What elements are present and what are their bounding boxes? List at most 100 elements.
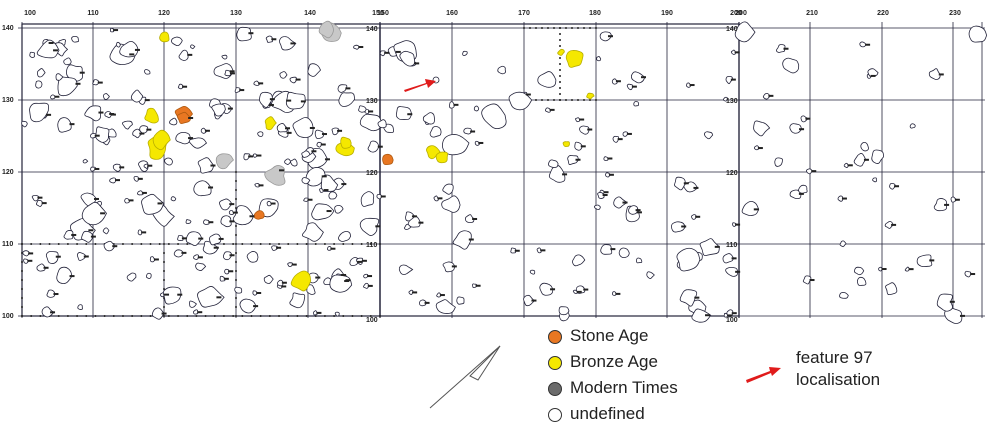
edge-dot xyxy=(559,75,561,77)
feature-number-mark xyxy=(229,203,235,206)
edge-dot xyxy=(163,270,165,272)
edge-dot xyxy=(296,243,299,245)
feature-outline xyxy=(704,131,714,140)
features-layer xyxy=(21,20,988,324)
edge-dot xyxy=(535,27,537,29)
feature-number-mark xyxy=(615,80,621,83)
feature-outline xyxy=(178,49,189,61)
edge-dot xyxy=(163,288,165,290)
feature-outline xyxy=(722,96,729,102)
feature-outline xyxy=(159,31,170,43)
feature-number-mark xyxy=(337,129,343,132)
feature-outline xyxy=(221,54,228,60)
feature-outline xyxy=(674,176,686,191)
feature-number-mark xyxy=(470,130,476,133)
feature-outline xyxy=(200,127,208,134)
feature-outline xyxy=(287,262,293,268)
feature-number-mark xyxy=(368,110,374,113)
feature-outline xyxy=(109,177,117,184)
x-label-190: 190 xyxy=(661,10,673,17)
feature-outline xyxy=(171,36,183,47)
feature-outline xyxy=(762,92,771,100)
feature-outline xyxy=(510,247,517,254)
edge-dot xyxy=(39,315,42,317)
x-label-230: 230 xyxy=(949,10,961,17)
feature-number-mark xyxy=(841,197,847,200)
feature-number-mark xyxy=(472,217,478,220)
feature-outline xyxy=(124,198,130,204)
feature-outline xyxy=(122,120,133,130)
edge-dot xyxy=(523,27,525,29)
feature-outline xyxy=(843,162,849,168)
feature-number-mark xyxy=(622,201,628,204)
y-label-mid2-130: 130 xyxy=(726,98,738,105)
edge-dot xyxy=(21,315,23,317)
feature-number-mark xyxy=(757,147,763,150)
edge-dot xyxy=(323,243,326,245)
feature-number-mark xyxy=(161,312,167,315)
feature-outline xyxy=(29,102,49,123)
feature-number-mark xyxy=(783,47,789,50)
feature-number-mark xyxy=(229,254,235,257)
feature-number-mark xyxy=(79,71,85,74)
feature-outline xyxy=(360,191,375,207)
feature-outline xyxy=(252,153,258,158)
edge-dot xyxy=(94,243,97,245)
edge-dot xyxy=(559,45,561,47)
feature-outline xyxy=(307,63,321,77)
feature-number-mark xyxy=(324,158,330,161)
feature-number-mark xyxy=(239,89,245,92)
feature-outline xyxy=(92,79,100,86)
edge-dot xyxy=(323,315,326,317)
feature-number-mark xyxy=(97,81,103,84)
edge-dot xyxy=(305,315,308,317)
feature-outline xyxy=(376,193,383,200)
edge-dot xyxy=(595,27,597,29)
feature-number-mark xyxy=(730,78,736,81)
feature-outline xyxy=(853,153,867,167)
feature-number-mark xyxy=(894,185,900,188)
edge-dot xyxy=(30,315,33,317)
feature-number-mark xyxy=(575,158,581,161)
feature-outline xyxy=(192,309,199,315)
feature-outline xyxy=(46,289,56,298)
feature-number-mark xyxy=(141,231,147,234)
feature-outline xyxy=(622,131,629,137)
edge-dot xyxy=(342,243,345,245)
edge-dot xyxy=(195,315,198,317)
feature-outline xyxy=(224,268,230,275)
y-label-left-100: 100 xyxy=(2,313,14,320)
edge-dot xyxy=(48,243,51,245)
feature-number-mark xyxy=(811,170,817,173)
edge-dot xyxy=(163,243,165,245)
stone-age-swatch-icon xyxy=(548,330,562,344)
feature-number-mark xyxy=(607,157,613,160)
feature-outline xyxy=(802,275,812,285)
feature-outline xyxy=(395,106,413,121)
feature-number-mark xyxy=(681,225,687,228)
feature-number-mark xyxy=(218,237,224,240)
feature-number-mark xyxy=(188,116,194,119)
feature-outline xyxy=(189,300,197,308)
feature-outline xyxy=(800,115,809,123)
feature-outline xyxy=(36,199,43,207)
feature-outline xyxy=(284,158,291,165)
feature-outline xyxy=(867,68,879,77)
edge-dot xyxy=(112,315,115,317)
feature-number-mark xyxy=(970,273,976,276)
x-label-150b: 150 xyxy=(377,10,389,17)
feature-outline xyxy=(359,113,382,132)
edge-dot xyxy=(213,315,216,317)
feature-number-mark xyxy=(94,167,100,170)
feature-outline xyxy=(449,101,455,109)
feature-number-mark xyxy=(119,166,125,169)
feature-outline xyxy=(916,254,933,268)
edge-dot xyxy=(167,315,170,317)
feature-number-mark xyxy=(268,103,274,106)
legend-label-undefined: undefined xyxy=(570,404,645,423)
feature-outline xyxy=(303,197,310,202)
feature-outline xyxy=(115,41,121,48)
feature-outline xyxy=(151,307,165,320)
feature-outline xyxy=(399,50,416,67)
feature-number-mark xyxy=(88,229,94,232)
